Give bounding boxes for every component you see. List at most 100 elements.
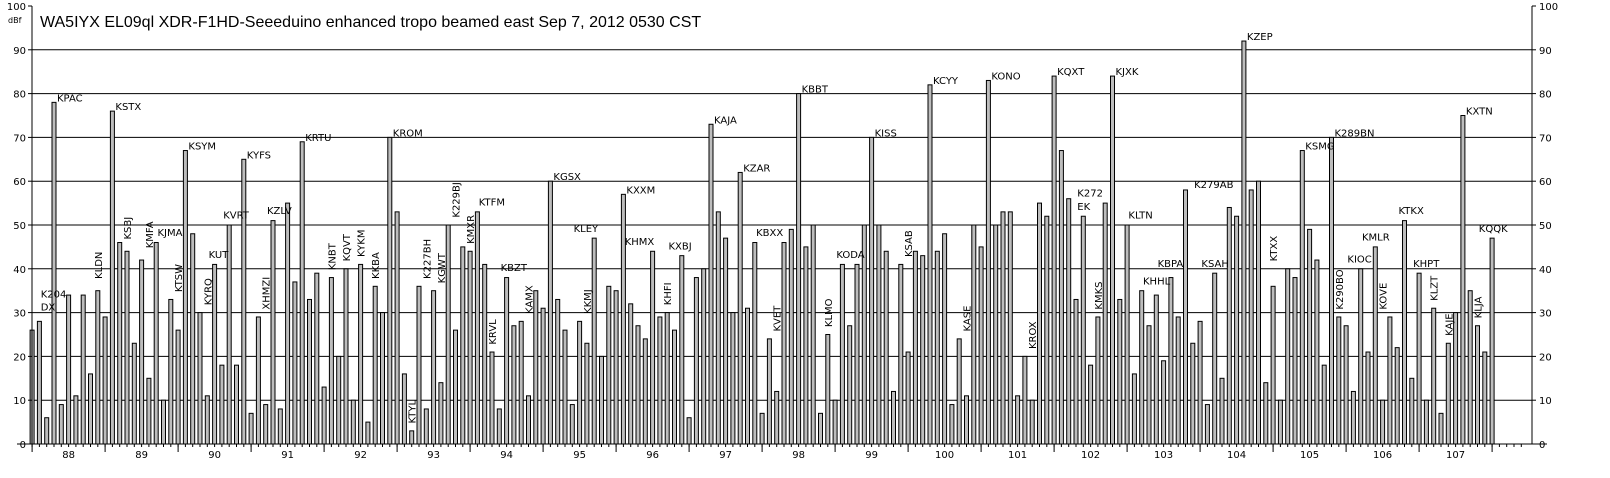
signal-bar	[161, 399, 166, 445]
signal-bar	[876, 224, 882, 445]
signal-bar	[825, 334, 831, 445]
x-tick-label-105: 105	[1300, 450, 1319, 461]
signal-bar	[679, 255, 685, 445]
signal-bar	[131, 342, 137, 445]
station-labels: KPAC KSTX KSYM KYFS KRTU KROM KGSX KXXM KAJA KZAR…	[41, 32, 1508, 423]
signal-bar	[1234, 215, 1240, 445]
x-tick-label-88: 88	[62, 450, 75, 461]
station-label: KUT	[209, 250, 230, 261]
signal-bar	[1204, 404, 1210, 445]
signal-bar	[1110, 75, 1115, 445]
signal-bar	[723, 237, 729, 445]
signal-bar	[796, 93, 802, 445]
station-label: KVET	[773, 305, 784, 332]
station-label: XHMZI	[262, 277, 273, 310]
signal-bar	[387, 136, 393, 445]
station-label: KLDN	[94, 252, 105, 279]
y-tick-label-right-50: 50	[1539, 221, 1552, 232]
signal-bar	[1248, 189, 1254, 445]
x-tick-label-91: 91	[281, 450, 294, 461]
x-tick-label-103: 103	[1154, 450, 1173, 461]
tick-labels: 0 0 10 10 20 20 30 30 40 40 50 50 60 60 70 70 80 80 90 90 10…	[7, 2, 1558, 461]
signal-bar	[1183, 189, 1188, 445]
signal-bar	[1139, 290, 1145, 445]
x-tick-label-104: 104	[1227, 450, 1246, 461]
y-tick-label-right-60: 60	[1539, 177, 1552, 188]
signal-bar	[1321, 364, 1327, 445]
station-label: KMKS	[1094, 282, 1105, 310]
signal-bar	[526, 395, 531, 445]
signal-bar	[314, 272, 320, 445]
signal-bar	[299, 141, 305, 445]
station-label: KKBA	[371, 252, 382, 279]
station-label: KXTN	[1466, 107, 1493, 118]
signal-bar	[51, 101, 57, 445]
signal-bar	[95, 290, 101, 445]
signal-bar	[606, 285, 612, 445]
signal-bar	[394, 211, 400, 445]
signal-bar	[766, 338, 772, 445]
signal-bar	[752, 242, 758, 445]
station-label: KHPT	[1413, 259, 1440, 270]
signal-bar	[504, 277, 510, 445]
station-label: KSAH	[1201, 259, 1228, 270]
signal-bar	[1299, 150, 1305, 445]
station-label: KRVL	[488, 319, 499, 345]
y-tick-label-right-90: 90	[1539, 46, 1552, 57]
signal-bar	[124, 250, 130, 445]
station-label: KHMX	[625, 237, 655, 248]
station-label: KQXT	[1057, 67, 1085, 78]
signal-bar	[248, 412, 254, 445]
signal-bar	[1409, 377, 1415, 445]
x-tick-label-98: 98	[792, 450, 805, 461]
station-label: KBXX	[756, 228, 783, 239]
station-label: KPAC	[57, 93, 83, 104]
signal-bar	[358, 263, 364, 445]
station-label: KSMG	[1305, 142, 1334, 153]
station-label: KYFS	[247, 150, 271, 161]
station-label: K229BJ	[452, 182, 463, 217]
signal-bar	[672, 329, 677, 445]
signal-bar	[80, 294, 86, 445]
station-label: KAJE	[1444, 313, 1455, 336]
signal-bar	[1365, 351, 1371, 445]
signal-bar	[1000, 211, 1006, 445]
y-tick-label-left-20: 20	[13, 352, 26, 363]
signal-bar	[591, 237, 597, 445]
signal-bar	[1102, 202, 1108, 445]
x-tick-label-93: 93	[427, 450, 440, 461]
signal-bar	[438, 382, 444, 445]
station-label: KVRT	[223, 211, 250, 222]
signal-bar	[978, 246, 984, 445]
axes	[17, 5, 1547, 452]
station-label: KTFM	[479, 197, 505, 208]
signal-bar	[453, 329, 458, 445]
signal-bar	[219, 364, 225, 445]
signal-bar	[401, 373, 407, 445]
station-label: KZEP	[1247, 32, 1273, 43]
signal-bar	[1307, 228, 1313, 445]
signal-bar	[774, 390, 780, 445]
y-tick-label-left-70: 70	[13, 133, 26, 144]
station-label: KLEY	[574, 224, 599, 235]
signal-bar	[745, 307, 750, 445]
station-label: KBBT	[802, 85, 829, 96]
station-label: KQVT	[342, 233, 353, 261]
signal-bar	[1387, 316, 1393, 445]
signal-bar	[241, 158, 247, 445]
y-axis-unit-label: dBf	[8, 16, 22, 25]
station-label: KYRQ	[203, 278, 214, 305]
x-tick-label-90: 90	[208, 450, 221, 461]
station-label: K204	[41, 289, 67, 300]
station-label: KROM	[393, 128, 423, 139]
station-label: KROX	[1028, 321, 1039, 349]
signal-bar	[117, 242, 123, 445]
signal-bar	[1475, 325, 1480, 445]
signal-bar	[109, 110, 115, 445]
signal-bar	[263, 404, 269, 445]
signal-bar	[1212, 272, 1218, 445]
station-label: KISS	[875, 128, 897, 139]
signal-bar	[912, 250, 918, 445]
signal-bar	[1438, 412, 1444, 445]
signal-bar	[1197, 320, 1203, 445]
